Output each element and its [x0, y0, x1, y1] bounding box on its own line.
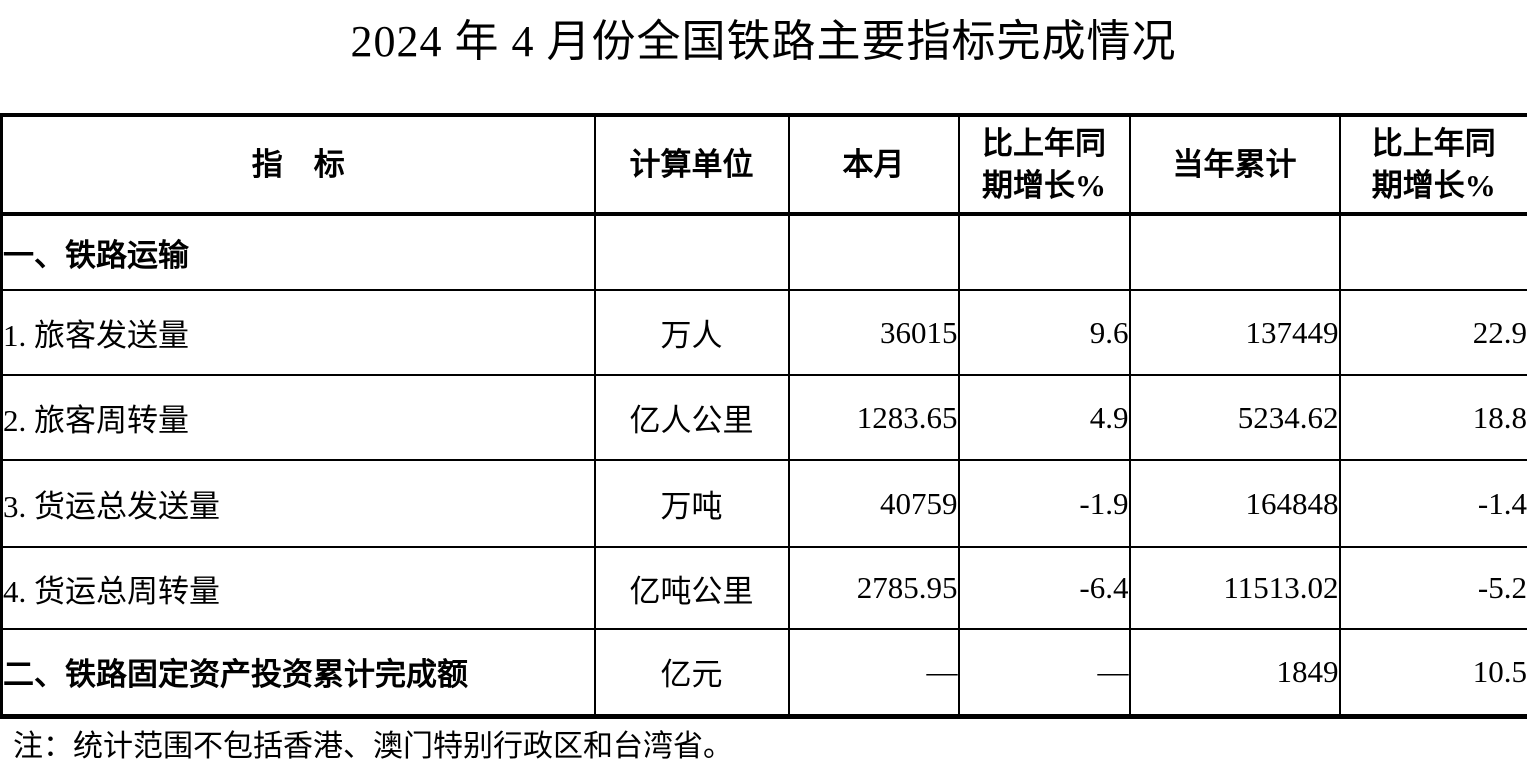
month-growth-cell: -1.9 [959, 460, 1130, 547]
ytd-growth-cell: -1.4 [1340, 460, 1527, 547]
table-row-fixed-asset-investment: 二、铁路固定资产投资累计完成额 亿元 — — 1849 10.5 [2, 629, 1527, 716]
month-value-cell: — [789, 629, 959, 716]
indicator-cell: 4. 货运总周转量 [2, 547, 595, 629]
unit-cell [595, 214, 789, 290]
month-value-cell: 1283.65 [789, 375, 959, 460]
table-row-freight-volume: 3. 货运总发送量 万吨 40759 -1.9 164848 -1.4 [2, 460, 1527, 547]
ytd-growth-cell: 22.9 [1340, 290, 1527, 375]
ytd-value-cell: 164848 [1130, 460, 1340, 547]
col-header-month: 本月 [789, 115, 959, 214]
ytd-growth-cell: -5.2 [1340, 547, 1527, 629]
footnote: 注：统计范围不包括香港、澳门特别行政区和台湾省。 [13, 728, 1527, 766]
col-header-unit: 计算单位 [595, 115, 789, 214]
indicator-cell: 2. 旅客周转量 [2, 375, 595, 460]
month-growth-cell [959, 214, 1130, 290]
indicators-table: 指 标 计算单位 本月 比上年同 期增长% 当年累计 比上年同 期增长% 一、铁… [0, 113, 1527, 719]
indicator-cell: 3. 货运总发送量 [2, 460, 595, 547]
table-row-freight-turnover: 4. 货运总周转量 亿吨公里 2785.95 -6.4 11513.02 -5.… [2, 547, 1527, 629]
table-row-passenger-turnover: 2. 旅客周转量 亿人公里 1283.65 4.9 5234.62 18.8 [2, 375, 1527, 460]
month-growth-cell: — [959, 629, 1130, 716]
table-row-passenger-volume: 1. 旅客发送量 万人 36015 9.6 137449 22.9 [2, 290, 1527, 375]
month-value-cell: 40759 [789, 460, 959, 547]
indicator-cell: 一、铁路运输 [2, 214, 595, 290]
month-growth-cell: 9.6 [959, 290, 1130, 375]
col-header-indicator: 指 标 [2, 115, 595, 214]
table-row-section-rail-transport: 一、铁路运输 [2, 214, 1527, 290]
unit-cell: 亿元 [595, 629, 789, 716]
month-value-cell: 2785.95 [789, 547, 959, 629]
ytd-value-cell: 5234.62 [1130, 375, 1340, 460]
ytd-growth-cell [1340, 214, 1527, 290]
col-header-month-growth: 比上年同 期增长% [959, 115, 1130, 214]
ytd-growth-cell: 10.5 [1340, 629, 1527, 716]
unit-cell: 万人 [595, 290, 789, 375]
page-title: 2024 年 4 月份全国铁路主要指标完成情况 [0, 0, 1527, 68]
indicator-cell: 1. 旅客发送量 [2, 290, 595, 375]
month-growth-cell: 4.9 [959, 375, 1130, 460]
header-row: 指 标 计算单位 本月 比上年同 期增长% 当年累计 比上年同 期增长% [2, 115, 1527, 214]
unit-cell: 亿人公里 [595, 375, 789, 460]
month-value-cell [789, 214, 959, 290]
unit-cell: 万吨 [595, 460, 789, 547]
ytd-value-cell [1130, 214, 1340, 290]
ytd-value-cell: 1849 [1130, 629, 1340, 716]
month-value-cell: 36015 [789, 290, 959, 375]
unit-cell: 亿吨公里 [595, 547, 789, 629]
col-header-ytd: 当年累计 [1130, 115, 1340, 214]
month-growth-cell: -6.4 [959, 547, 1130, 629]
indicator-cell: 二、铁路固定资产投资累计完成额 [2, 629, 595, 716]
col-header-ytd-growth: 比上年同 期增长% [1340, 115, 1527, 214]
ytd-value-cell: 11513.02 [1130, 547, 1340, 629]
ytd-value-cell: 137449 [1130, 290, 1340, 375]
ytd-growth-cell: 18.8 [1340, 375, 1527, 460]
